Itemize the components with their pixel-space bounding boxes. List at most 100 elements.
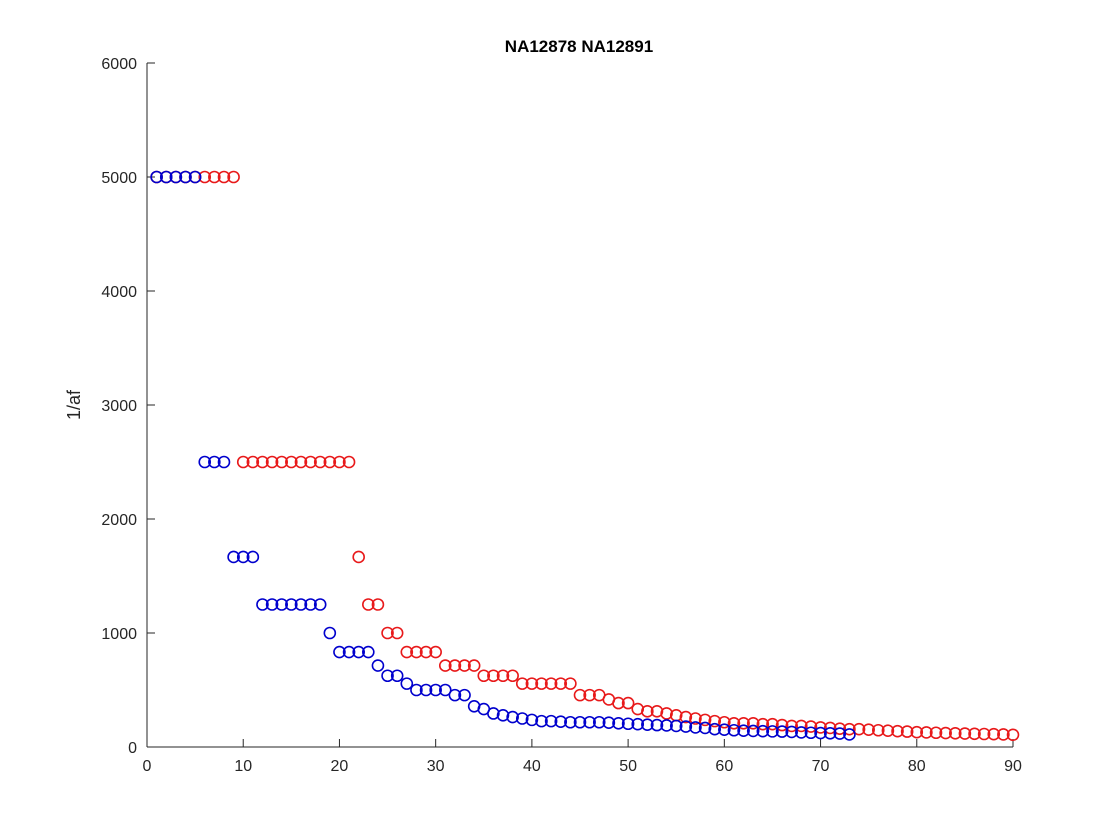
data-point [256, 598, 269, 611]
data-point [323, 455, 337, 469]
data-point [833, 727, 847, 740]
data-point [362, 645, 375, 659]
data-point [535, 677, 548, 690]
data-point [602, 716, 616, 730]
data-point [198, 170, 212, 184]
data-point [496, 709, 510, 722]
y-tick-label: 1000 [101, 626, 137, 643]
data-point [217, 455, 231, 469]
data-point [304, 598, 317, 611]
data-point [881, 724, 895, 737]
data-point [438, 683, 452, 697]
data-point [362, 598, 375, 611]
data-point [554, 677, 568, 690]
data-point [708, 722, 722, 736]
data-point [246, 550, 260, 564]
data-point [544, 714, 558, 728]
data-point [313, 598, 327, 611]
data-point [438, 659, 452, 672]
data-point [227, 170, 240, 184]
data-point [612, 716, 625, 730]
data-point [804, 720, 818, 733]
data-point [323, 626, 337, 640]
data-point [756, 717, 770, 731]
data-point [910, 725, 924, 739]
data-point [650, 705, 664, 718]
data-point [650, 718, 664, 732]
data-point [785, 719, 798, 733]
data-point [381, 626, 394, 640]
data-point [785, 725, 798, 739]
data-point [592, 715, 606, 729]
data-point [419, 683, 433, 697]
data-point [285, 455, 298, 469]
data-point [390, 669, 404, 683]
data-point [746, 724, 760, 738]
data-point [631, 717, 645, 731]
data-point [900, 725, 914, 738]
data-point [208, 170, 221, 184]
data-point [294, 598, 308, 611]
data-point [948, 727, 962, 740]
data-point [342, 455, 356, 469]
data-point [487, 669, 500, 683]
data-point [410, 683, 423, 697]
chart-title: NA12878 NA12891 [505, 37, 653, 56]
data-point [660, 707, 673, 720]
data-point [429, 645, 442, 659]
x-tick-label: 20 [331, 758, 349, 775]
data-point [987, 727, 1001, 741]
data-point [852, 722, 866, 736]
data-point [612, 696, 625, 710]
data-point [294, 455, 308, 469]
data-point [766, 725, 779, 738]
data-point [304, 455, 317, 469]
data-point [939, 726, 952, 740]
data-point [564, 715, 577, 729]
x-tick-label: 10 [234, 758, 252, 775]
data-point [929, 726, 943, 740]
data-point [333, 645, 346, 659]
x-tick-label: 40 [523, 758, 541, 775]
data-point [419, 645, 433, 659]
data-point [997, 728, 1010, 741]
data-point [506, 710, 519, 724]
axes: 0 10 20 30 40 50 60 70 80 90 0 1000 2000 3000 4000 5000… [101, 56, 1022, 775]
data-point [333, 455, 346, 469]
data-point [891, 724, 904, 738]
data-point [823, 727, 837, 740]
data-point [621, 717, 635, 731]
data-point [641, 705, 654, 718]
data-point [871, 723, 885, 737]
data-point [381, 669, 394, 683]
data-points [150, 170, 1020, 742]
data-point [352, 550, 365, 564]
data-point [390, 626, 404, 640]
data-point [236, 550, 250, 564]
data-point [208, 455, 221, 469]
data-point [718, 723, 731, 736]
series-1 [150, 170, 1020, 742]
data-point [823, 721, 837, 735]
data-point [669, 719, 683, 733]
data-point [458, 659, 471, 672]
data-point [150, 170, 163, 184]
data-point [227, 550, 240, 564]
data-point [275, 598, 289, 611]
x-tick-label: 60 [715, 758, 733, 775]
data-point [275, 455, 289, 469]
data-point [775, 725, 789, 738]
y-axis-label: 1/af [64, 389, 84, 420]
data-point [371, 659, 385, 672]
data-point [525, 677, 539, 690]
data-point [169, 170, 183, 184]
data-point [689, 712, 702, 725]
data-point [660, 719, 673, 732]
data-point [246, 455, 260, 469]
data-point [698, 713, 712, 727]
data-point [977, 727, 991, 741]
data-point [814, 721, 827, 734]
data-point [795, 719, 808, 733]
data-point [515, 677, 529, 690]
